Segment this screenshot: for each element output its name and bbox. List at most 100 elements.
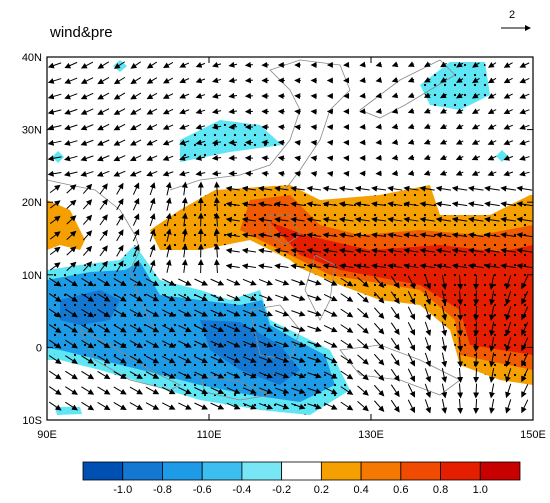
wind-arrow (115, 124, 126, 129)
wind-arrow (469, 203, 483, 205)
wind-arrow (65, 156, 77, 159)
wind-arrow (246, 80, 253, 81)
wind-arrow (98, 93, 109, 99)
wind-arrow (67, 200, 76, 208)
wind-arrow (49, 63, 61, 67)
wind-arrow (308, 280, 321, 284)
wind-arrow (393, 158, 398, 159)
wind-arrow (196, 126, 205, 128)
wind-arrow (520, 63, 529, 67)
wind-arrow (312, 127, 317, 128)
wind-arrow (393, 95, 398, 97)
wind-arrow (49, 387, 61, 395)
wind-arrow (425, 126, 431, 128)
wind-arrow (295, 127, 301, 128)
wind-arrow (505, 63, 513, 68)
wind-arrow (409, 79, 414, 81)
wind-arrow (49, 126, 62, 129)
wind-arrow (425, 322, 430, 335)
lat-tick-label: 40N (22, 52, 42, 64)
wind-arrow (459, 384, 460, 398)
wind-arrow (65, 62, 77, 67)
wind-arrow (227, 250, 240, 252)
wind-arrow (117, 246, 123, 257)
wind-arrow (358, 355, 369, 364)
wind-arrow (391, 338, 399, 350)
wind-arrow (117, 199, 123, 210)
wind-arrow (409, 64, 414, 66)
wind-arrow (506, 384, 510, 397)
wind-arrow (114, 140, 125, 145)
wind-arrow (358, 401, 369, 410)
wind-arrow (50, 247, 60, 254)
wind-arrow (408, 322, 414, 335)
wind-arrow (211, 279, 224, 285)
wind-arrow (279, 173, 285, 174)
wind-arrow (167, 183, 170, 195)
wind-arrow (485, 188, 500, 190)
wind-arrow (408, 353, 414, 366)
wind-arrow (374, 385, 383, 395)
wind-arrow (341, 309, 353, 317)
wind-arrow (194, 403, 207, 409)
wind-arrow (517, 188, 532, 190)
wind-arrow (312, 158, 317, 159)
wind-arrow (180, 172, 189, 175)
wind-arrow (520, 172, 529, 175)
wind-arrow (489, 156, 497, 159)
wind-arrow (442, 399, 445, 413)
wind-arrow (504, 110, 512, 114)
wind-arrow (164, 125, 173, 129)
wind-arrow (98, 124, 109, 129)
colorbar-label: 1.0 (473, 484, 488, 496)
wind-arrow (259, 279, 272, 284)
wind-arrow (275, 295, 288, 300)
wind-arrow (82, 62, 93, 68)
wind-arrow (229, 64, 237, 65)
wind-arrow (178, 403, 191, 409)
wind-arrow (520, 125, 529, 128)
wind-arrow (49, 110, 62, 113)
wind-arrow (49, 371, 61, 379)
wind-arrow (476, 384, 477, 398)
wind-arrow (504, 172, 513, 175)
wind-arrow (98, 156, 109, 161)
wind-arrow (117, 215, 123, 226)
wind-arrow (131, 77, 141, 83)
wind-arrow (213, 79, 221, 81)
wind-arrow (437, 203, 451, 205)
wind-arrow (114, 387, 126, 394)
wind-arrow (194, 279, 207, 285)
wind-arrow (81, 402, 93, 409)
wind-arrow (341, 340, 353, 348)
wind-arrow (279, 142, 285, 143)
wind-arrow (146, 387, 158, 394)
wind-arrow (131, 93, 141, 99)
wind-arrow (441, 141, 447, 144)
wind-arrow (150, 199, 154, 211)
wind-arrow (374, 339, 383, 349)
lat-tick-label: 20N (22, 197, 42, 209)
wind-arrow (131, 156, 141, 161)
wind-arrow (409, 126, 414, 128)
colorbar-box (83, 462, 123, 480)
wind-arrow (213, 173, 221, 174)
wind-arrow (148, 62, 157, 68)
wind-arrow (409, 142, 414, 144)
wind-arrow (408, 400, 414, 413)
wind-arrow (117, 184, 123, 195)
wind-arrow (67, 185, 76, 193)
wind-arrow (393, 173, 398, 174)
wind-arrow (376, 142, 381, 143)
wind-arrow (83, 200, 91, 209)
wind-arrow (459, 399, 460, 413)
wind-arrow (376, 127, 381, 128)
wind-arrow (275, 265, 288, 267)
wind-arrow (485, 203, 500, 205)
colorbar-box (242, 462, 282, 480)
colorbar-box (401, 462, 441, 480)
wind-arrow (489, 78, 496, 82)
wind-arrow (360, 96, 365, 97)
wind-arrow (131, 140, 141, 145)
wind-arrow (391, 400, 399, 412)
